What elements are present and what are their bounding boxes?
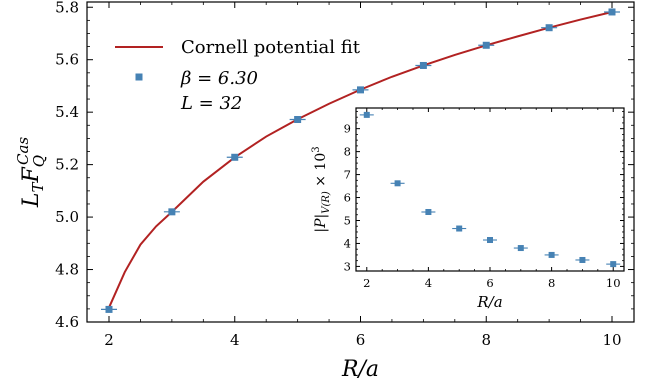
main-x-tick-label: 8 xyxy=(481,331,491,349)
data-point xyxy=(294,116,302,124)
inset-y-tick-label: 5 xyxy=(344,213,351,227)
main-x-axis-label: R/a xyxy=(341,357,379,382)
inset-x-tick-label: 2 xyxy=(363,276,370,290)
inset-data-point xyxy=(579,256,586,263)
main-y-tick-label: 5.0 xyxy=(55,208,79,226)
main-y-axis-label: LTFQCas xyxy=(14,137,48,209)
legend: Cornell potential fit β = 6.30 L = 32 xyxy=(115,37,361,114)
main-x-tick-label: 4 xyxy=(230,331,240,349)
inset-frame xyxy=(355,107,625,272)
main-x-tick-label: 2 xyxy=(104,331,114,349)
inset-y-axis-label: |P|V(R) × 103 xyxy=(311,146,332,232)
inset-x-tick-label: 10 xyxy=(606,276,621,290)
fit-line xyxy=(108,10,613,308)
inset-y-tick-label: 9 xyxy=(344,122,351,136)
main-axis-labels: R/a LTFQCas xyxy=(14,137,379,382)
data-point xyxy=(231,153,239,161)
main-y-tick-label: 5.6 xyxy=(55,51,79,69)
inset-data-point xyxy=(487,237,493,244)
legend-beta-label: β = 6.30 xyxy=(180,68,258,89)
data-point xyxy=(419,61,427,69)
inset-x-axis-label: R/a xyxy=(476,293,502,311)
inset-data-point xyxy=(610,261,617,268)
main-y-tick-label: 4.6 xyxy=(55,313,79,331)
main-y-tick-label: 5.4 xyxy=(55,103,79,121)
inset-data-point xyxy=(456,225,463,232)
data-point xyxy=(105,305,113,313)
inset-data-point xyxy=(363,111,370,118)
inset-y-axis-label-group: |P|V(R) × 103 xyxy=(311,146,332,232)
main-plot: 2 4 6 8 10 4.6 4.8 5.0 5.2 5.4 5.6 5.8 xyxy=(55,0,635,349)
main-y-axis-label-group: LTFQCas xyxy=(14,137,48,209)
data-point xyxy=(482,41,490,49)
inset-y-tick-label: 7 xyxy=(344,168,351,182)
inset-x-tick-label: 4 xyxy=(425,276,432,290)
inset-y-tick-label: 3 xyxy=(344,259,351,273)
legend-line-label: Cornell potential fit xyxy=(181,37,361,58)
inset-y-tick-label: 4 xyxy=(344,236,351,250)
inset-x-tick-label: 8 xyxy=(548,276,555,290)
inset-data-point xyxy=(548,251,555,258)
main-y-tick-label: 4.8 xyxy=(55,261,79,279)
data-point xyxy=(608,8,616,16)
inset-y-tick-label: 8 xyxy=(344,145,351,159)
main-x-tick-label: 10 xyxy=(602,331,621,349)
main-y-tick-label: 5.2 xyxy=(55,156,79,174)
data-point xyxy=(545,24,553,32)
inset-y-tick-label: 6 xyxy=(344,191,351,205)
inset-data-point xyxy=(517,245,524,252)
legend-marker-swatch xyxy=(135,73,143,81)
inset-axis-labels: R/a |P|V(R) × 103 xyxy=(311,146,503,311)
data-point xyxy=(168,208,176,216)
inset-x-tick-label: 6 xyxy=(486,276,493,290)
main-x-tick-label: 6 xyxy=(356,331,366,349)
legend-L-label: L = 32 xyxy=(180,93,242,114)
data-point xyxy=(357,86,364,94)
inset-data-point xyxy=(394,180,401,187)
inset-data-point xyxy=(425,208,432,215)
inset-plot: 2 4 6 8 10 3 4 5 6 7 8 9 xyxy=(344,107,625,290)
main-y-tick-label: 5.8 xyxy=(55,0,79,16)
